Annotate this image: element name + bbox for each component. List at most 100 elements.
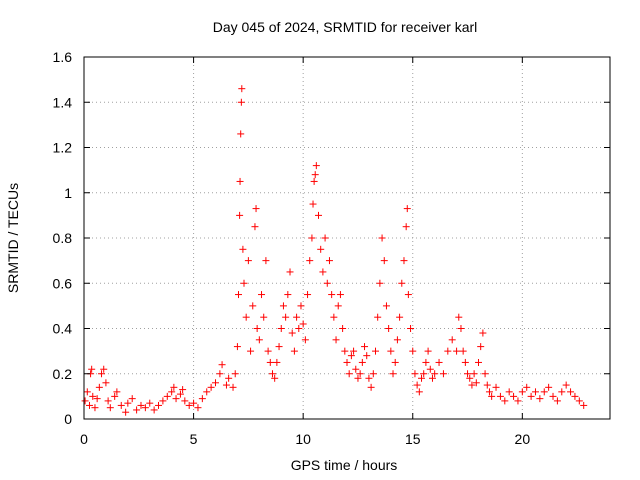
data-point <box>113 388 121 396</box>
data-point <box>374 313 382 321</box>
data-point <box>514 397 522 405</box>
data-point <box>252 205 260 213</box>
chart-title: Day 045 of 2024, SRMTID for receiver kar… <box>213 19 478 35</box>
data-point <box>290 347 298 355</box>
y-tick-label: 0.2 <box>53 366 73 382</box>
data-point <box>571 392 579 400</box>
data-point <box>309 200 317 208</box>
data-point <box>218 361 226 369</box>
y-tick-label: 1.6 <box>53 49 73 65</box>
data-point <box>477 343 485 351</box>
data-point <box>233 343 241 351</box>
data-point <box>444 347 452 355</box>
data-point <box>363 352 371 360</box>
data-point <box>431 370 439 378</box>
data-point <box>501 397 509 405</box>
data-point <box>312 162 320 170</box>
data-point <box>122 408 130 416</box>
data-point <box>310 177 318 185</box>
data-point <box>266 358 274 366</box>
data-point <box>111 392 119 400</box>
data-point <box>317 245 325 253</box>
y-axis-label: SRMTID / TECUs <box>5 183 21 293</box>
data-point <box>472 379 480 387</box>
data-point <box>225 374 233 382</box>
data-point <box>479 329 487 337</box>
data-point <box>481 370 489 378</box>
data-point <box>95 383 103 391</box>
data-point <box>137 401 145 409</box>
y-tick-label: 1.4 <box>53 94 73 110</box>
data-point <box>277 325 285 332</box>
data-point <box>461 358 469 366</box>
data-point <box>155 401 163 409</box>
data-point <box>262 257 270 265</box>
data-point <box>159 397 167 405</box>
data-point <box>203 388 211 396</box>
data-point <box>231 370 239 378</box>
data-point <box>295 325 303 332</box>
data-point <box>128 395 136 403</box>
data-point <box>240 279 248 287</box>
data-point <box>413 381 421 389</box>
data-point <box>229 383 237 391</box>
data-point <box>549 392 557 400</box>
data-point <box>496 392 504 400</box>
data-point <box>455 313 463 321</box>
data-point <box>242 313 250 321</box>
data-point <box>527 392 535 400</box>
data-point <box>475 358 482 366</box>
data-point <box>367 383 375 391</box>
data-point <box>468 381 476 389</box>
data-point <box>284 291 292 299</box>
data-point <box>88 365 96 373</box>
data-point <box>336 291 344 299</box>
data-point <box>466 374 474 382</box>
data-point <box>98 370 106 378</box>
data-point <box>505 388 513 396</box>
data-point <box>365 374 373 382</box>
data-point <box>380 257 388 265</box>
y-tick-label: 1 <box>64 185 72 201</box>
data-point <box>91 404 99 412</box>
data-point <box>562 381 570 389</box>
data-point <box>398 279 406 287</box>
data-point <box>400 257 408 265</box>
data-point <box>216 370 224 378</box>
data-point <box>172 395 180 403</box>
x-tick-label: 5 <box>190 431 198 447</box>
data-point <box>268 370 276 378</box>
data-point <box>328 291 336 299</box>
data-point <box>488 392 496 400</box>
data-point <box>518 388 526 396</box>
data-point <box>358 358 366 366</box>
data-point <box>179 386 187 394</box>
data-point <box>403 205 411 213</box>
data-point <box>396 313 404 321</box>
data-point <box>382 302 390 310</box>
data-point <box>83 388 91 396</box>
data-point <box>330 313 338 321</box>
data-point <box>181 397 189 405</box>
x-axis-label: GPS time / hours <box>291 457 398 473</box>
data-point <box>350 347 358 355</box>
data-point <box>426 365 434 373</box>
data-point <box>558 388 566 396</box>
data-point <box>407 325 415 332</box>
data-point <box>198 395 206 403</box>
data-point <box>293 313 301 321</box>
y-tick-label: 0 <box>64 411 72 427</box>
data-point <box>271 374 279 382</box>
data-point <box>190 399 198 407</box>
data-point <box>237 130 245 138</box>
data-point <box>260 313 268 321</box>
data-point <box>553 397 561 405</box>
data-point <box>567 388 575 396</box>
data-point <box>170 383 178 391</box>
data-point <box>301 336 309 344</box>
data-point <box>308 234 316 242</box>
data-point <box>385 325 393 332</box>
data-point <box>104 397 112 405</box>
